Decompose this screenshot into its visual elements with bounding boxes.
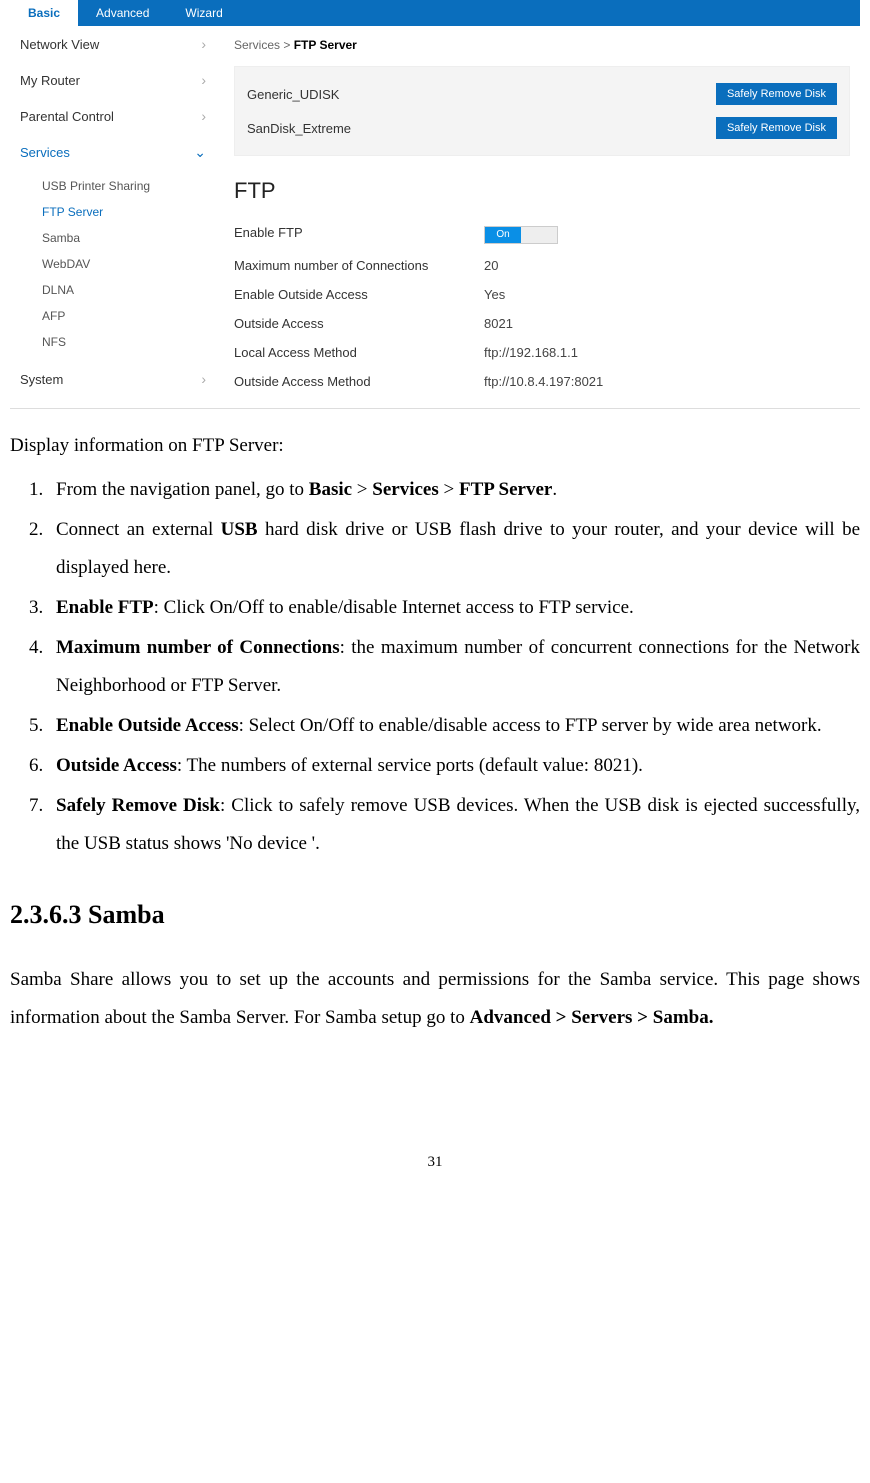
breadcrumb-parent: Services: [234, 38, 280, 52]
sidebar-item-system[interactable]: System ›: [10, 361, 220, 397]
document-body: Display information on FTP Server: From …: [10, 427, 860, 1177]
tab-advanced[interactable]: Advanced: [78, 0, 167, 26]
sidebar-item-network-view[interactable]: Network View ›: [10, 26, 220, 62]
ftp-heading: FTP: [234, 178, 850, 204]
chevron-right-icon: ›: [201, 36, 206, 52]
step-item: Safely Remove Disk: Click to safely remo…: [48, 787, 860, 863]
content-area: Services > FTP Server Generic_UDISK Safe…: [220, 26, 860, 408]
sidebar: Network View › My Router › Parental Cont…: [10, 26, 220, 408]
sidebar-item-label: System: [20, 372, 63, 387]
sidebar-item-label: Network View: [20, 37, 99, 52]
sub-item-usb-printer[interactable]: USB Printer Sharing: [10, 173, 220, 199]
steps-list: From the navigation panel, go to Basic >…: [10, 471, 860, 863]
toggle-off-side: [521, 227, 557, 243]
setting-row: Local Access Method ftp://192.168.1.1: [234, 338, 850, 367]
step-item: Outside Access: The numbers of external …: [48, 747, 860, 785]
disk-row: Generic_UDISK Safely Remove Disk: [235, 77, 849, 111]
step-item: Enable FTP: Click On/Off to enable/disab…: [48, 589, 860, 627]
setting-value: 20: [484, 258, 498, 273]
disk-list: Generic_UDISK Safely Remove Disk SanDisk…: [234, 66, 850, 156]
sidebar-item-label: Parental Control: [20, 109, 114, 124]
chevron-right-icon: ›: [201, 371, 206, 387]
sidebar-item-services[interactable]: Services ⌄: [10, 134, 220, 171]
disk-name: SanDisk_Extreme: [247, 121, 351, 136]
setting-label: Outside Access: [234, 316, 484, 331]
sidebar-item-my-router[interactable]: My Router ›: [10, 62, 220, 98]
chevron-right-icon: ›: [201, 108, 206, 124]
top-tabs: Basic Advanced Wizard: [10, 0, 860, 26]
step-item: From the navigation panel, go to Basic >…: [48, 471, 860, 509]
setting-label: Enable Outside Access: [234, 287, 484, 302]
setting-value: Yes: [484, 287, 505, 302]
safely-remove-button[interactable]: Safely Remove Disk: [716, 83, 837, 105]
sub-item-afp[interactable]: AFP: [10, 303, 220, 329]
tab-wizard[interactable]: Wizard: [167, 0, 240, 26]
services-submenu: USB Printer Sharing FTP Server Samba Web…: [10, 171, 220, 361]
breadcrumb-current: FTP Server: [294, 38, 357, 52]
setting-label: Enable FTP: [234, 225, 484, 244]
disk-row: SanDisk_Extreme Safely Remove Disk: [235, 111, 849, 145]
sub-item-webdav[interactable]: WebDAV: [10, 251, 220, 277]
setting-label: Local Access Method: [234, 345, 484, 360]
setting-row: Outside Access Method ftp://10.8.4.197:8…: [234, 367, 850, 396]
sidebar-item-label: My Router: [20, 73, 80, 88]
setting-label: Maximum number of Connections: [234, 258, 484, 273]
tab-basic[interactable]: Basic: [10, 0, 78, 26]
page-number: 31: [10, 1147, 860, 1177]
setting-row: Enable FTP On: [234, 218, 850, 251]
samba-paragraph: Samba Share allows you to set up the acc…: [10, 961, 860, 1037]
sidebar-item-parental-control[interactable]: Parental Control ›: [10, 98, 220, 134]
breadcrumb: Services > FTP Server: [234, 32, 850, 66]
step-item: Connect an external USB hard disk drive …: [48, 511, 860, 587]
sub-item-samba[interactable]: Samba: [10, 225, 220, 251]
setting-row: Enable Outside Access Yes: [234, 280, 850, 309]
section-heading: 2.3.6.3 Samba: [10, 889, 860, 941]
setting-label: Outside Access Method: [234, 374, 484, 389]
sub-item-nfs[interactable]: NFS: [10, 329, 220, 355]
setting-row: Maximum number of Connections 20: [234, 251, 850, 280]
chevron-down-icon: ⌄: [194, 144, 206, 161]
setting-value: ftp://192.168.1.1: [484, 345, 578, 360]
intro-text: Display information on FTP Server:: [10, 427, 860, 465]
chevron-right-icon: ›: [201, 72, 206, 88]
router-screenshot: Basic Advanced Wizard Network View › My …: [10, 0, 860, 409]
step-item: Maximum number of Connections: the maxim…: [48, 629, 860, 705]
sidebar-item-label: Services: [20, 145, 70, 160]
setting-value: On: [484, 225, 558, 244]
step-item: Enable Outside Access: Select On/Off to …: [48, 707, 860, 745]
toggle-on-label: On: [485, 227, 521, 243]
disk-name: Generic_UDISK: [247, 87, 339, 102]
safely-remove-button[interactable]: Safely Remove Disk: [716, 117, 837, 139]
setting-value: ftp://10.8.4.197:8021: [484, 374, 603, 389]
setting-row: Outside Access 8021: [234, 309, 850, 338]
sub-item-ftp-server[interactable]: FTP Server: [10, 199, 220, 225]
enable-ftp-toggle[interactable]: On: [484, 226, 558, 244]
setting-value: 8021: [484, 316, 513, 331]
sub-item-dlna[interactable]: DLNA: [10, 277, 220, 303]
